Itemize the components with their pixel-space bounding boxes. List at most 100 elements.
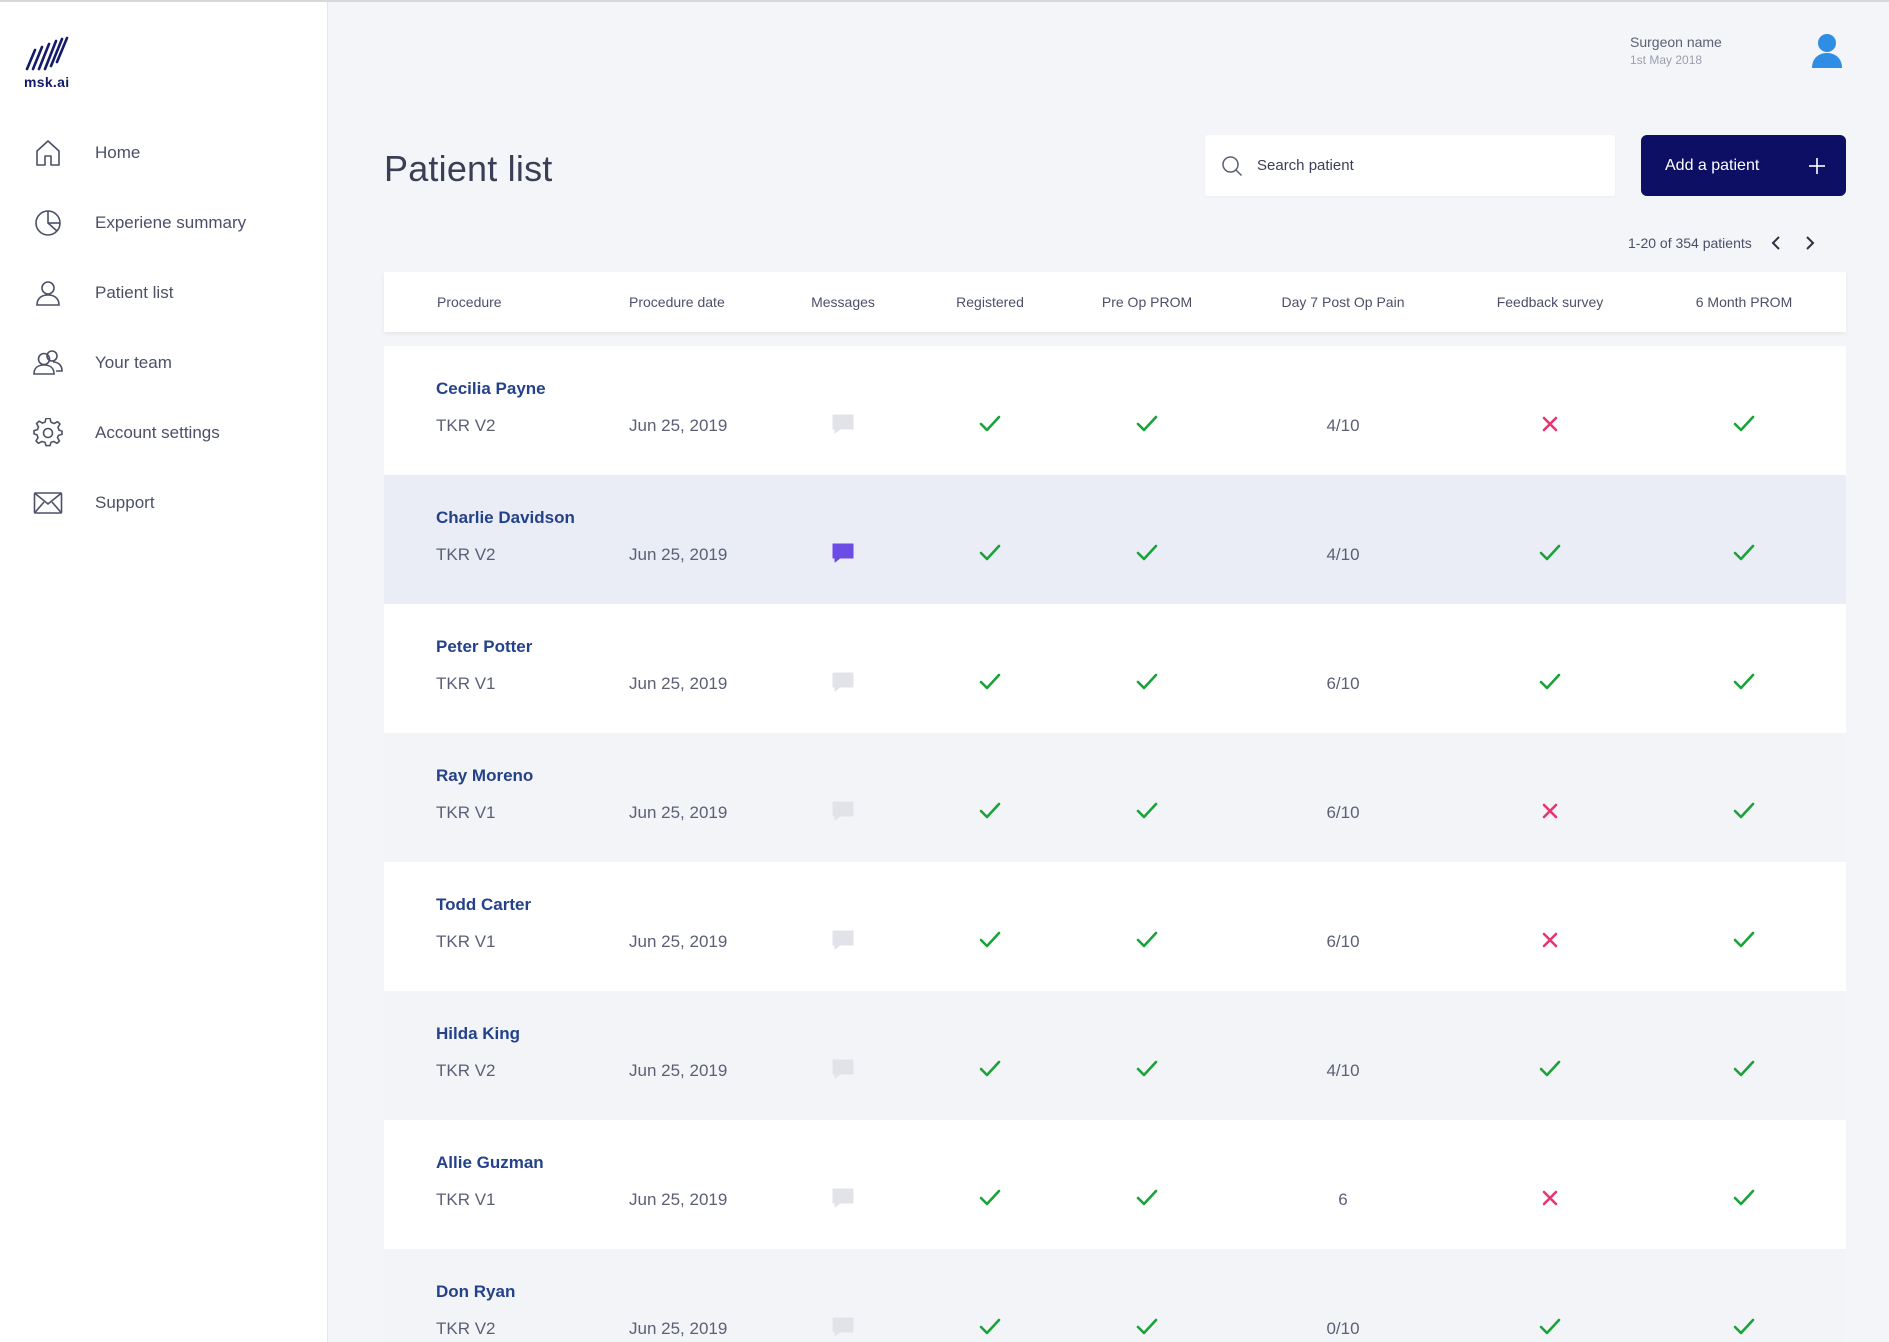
feedback-survey-cell bbox=[1539, 540, 1561, 570]
check-icon bbox=[1733, 1060, 1755, 1083]
day7-pain-cell: 6/10 bbox=[1326, 674, 1360, 693]
row-cells: TKR V1 Jun 25, 2019 6/10 bbox=[384, 927, 1846, 957]
table-row[interactable]: Peter Potter TKR V1 Jun 25, 2019 6/10 bbox=[384, 604, 1846, 733]
six-month-prom-cell bbox=[1733, 927, 1755, 957]
feedback-survey-cell bbox=[1539, 669, 1561, 699]
check-icon bbox=[1733, 802, 1755, 825]
messages-cell[interactable] bbox=[831, 927, 855, 957]
sidebar-item-label: Experiene summary bbox=[95, 213, 247, 232]
sidebar-item-home[interactable]: Home bbox=[0, 118, 328, 188]
row-cells: TKR V2 Jun 25, 2019 0/10 bbox=[384, 1314, 1846, 1342]
avatar-icon bbox=[1812, 34, 1842, 68]
column-header-registered[interactable]: Registered bbox=[956, 294, 1024, 310]
patient-name-link[interactable]: Hilda King bbox=[436, 1024, 521, 1043]
check-icon bbox=[1539, 1060, 1561, 1083]
sidebar-item-account-settings[interactable]: Account settings bbox=[0, 398, 328, 468]
registered-cell bbox=[979, 798, 1001, 828]
column-header-feedback-survey[interactable]: Feedback survey bbox=[1496, 294, 1604, 310]
feedback-survey-cell bbox=[1542, 411, 1558, 441]
check-icon bbox=[1539, 1318, 1561, 1341]
logo[interactable]: msk.ai bbox=[24, 36, 76, 90]
table-row[interactable]: Allie Guzman TKR V1 Jun 25, 2019 6 bbox=[384, 1120, 1846, 1249]
messages-cell[interactable] bbox=[831, 1056, 855, 1086]
procedure-date-cell: Jun 25, 2019 bbox=[629, 803, 728, 822]
message-active-icon bbox=[831, 542, 855, 569]
messages-cell[interactable] bbox=[831, 540, 855, 570]
procedure-cell: TKR V1 bbox=[436, 803, 496, 822]
pagination: 1-20 of 354 patients bbox=[1628, 233, 1820, 253]
six-month-prom-cell bbox=[1733, 669, 1755, 699]
sidebar-item-experience-summary[interactable]: Experiene summary bbox=[0, 188, 328, 258]
home-icon bbox=[32, 137, 64, 169]
check-icon bbox=[979, 1318, 1001, 1341]
table-row[interactable]: Todd Carter TKR V1 Jun 25, 2019 6/10 bbox=[384, 862, 1846, 991]
messages-cell[interactable] bbox=[831, 669, 855, 699]
patient-name-link[interactable]: Allie Guzman bbox=[436, 1153, 544, 1172]
procedure-date-cell: Jun 25, 2019 bbox=[629, 545, 728, 564]
check-icon bbox=[979, 802, 1001, 825]
procedure-date-cell: Jun 25, 2019 bbox=[629, 932, 728, 951]
check-icon bbox=[1136, 1189, 1158, 1212]
table-row[interactable]: Charlie Davidson TKR V2 Jun 25, 2019 4/1… bbox=[384, 475, 1846, 604]
messages-cell[interactable] bbox=[831, 1185, 855, 1215]
messages-cell[interactable] bbox=[831, 798, 855, 828]
check-icon bbox=[979, 415, 1001, 438]
column-header-6-month-prom[interactable]: 6 Month PROM bbox=[1695, 294, 1793, 310]
sidebar-item-label: Support bbox=[95, 493, 155, 512]
sidebar-item-patient-list[interactable]: Patient list bbox=[0, 258, 328, 328]
pre-op-prom-cell bbox=[1136, 669, 1158, 699]
day7-pain-cell: 4/10 bbox=[1326, 545, 1360, 564]
sidebar-item-support[interactable]: Support bbox=[0, 468, 328, 538]
column-header-messages[interactable]: Messages bbox=[811, 294, 875, 310]
procedure-date-cell: Jun 25, 2019 bbox=[629, 1190, 728, 1209]
message-icon bbox=[831, 1316, 855, 1342]
patient-table: Procedure Procedure date Messages Regist… bbox=[384, 272, 1846, 1342]
day7-pain-cell: 4/10 bbox=[1326, 416, 1360, 435]
message-icon bbox=[831, 671, 855, 698]
check-icon bbox=[1733, 673, 1755, 696]
user-info: Surgeon name 1st May 2018 bbox=[1630, 34, 1722, 67]
table-row[interactable]: Ray Moreno TKR V1 Jun 25, 2019 6/10 bbox=[384, 733, 1846, 862]
day7-pain-cell: 6/10 bbox=[1326, 803, 1360, 822]
team-icon bbox=[32, 347, 64, 379]
column-header-pre-op-prom[interactable]: Pre Op PROM bbox=[1101, 294, 1193, 310]
check-icon bbox=[1733, 1189, 1755, 1212]
next-page-button[interactable] bbox=[1800, 233, 1820, 253]
six-month-prom-cell bbox=[1733, 798, 1755, 828]
column-header-procedure-date[interactable]: Procedure date bbox=[629, 294, 725, 310]
patient-name-link[interactable]: Peter Potter bbox=[436, 637, 533, 656]
sidebar-item-label: Your team bbox=[95, 353, 172, 372]
search-input[interactable] bbox=[1257, 157, 1587, 174]
add-patient-label: Add a patient bbox=[1665, 156, 1760, 174]
patient-name-link[interactable]: Don Ryan bbox=[436, 1282, 516, 1301]
table-row[interactable]: Cecilia Payne TKR V2 Jun 25, 2019 4/10 bbox=[384, 346, 1846, 475]
sidebar-item-your-team[interactable]: Your team bbox=[0, 328, 328, 398]
check-icon bbox=[1136, 1318, 1158, 1341]
column-header-day7-pain[interactable]: Day 7 Post Op Pain bbox=[1281, 294, 1405, 310]
chevron-left-icon bbox=[1771, 236, 1780, 250]
row-cells: TKR V2 Jun 25, 2019 4/10 bbox=[384, 411, 1846, 441]
messages-cell[interactable] bbox=[831, 1314, 855, 1342]
patient-name-link[interactable]: Cecilia Payne bbox=[436, 379, 546, 398]
patient-name-link[interactable]: Ray Moreno bbox=[436, 766, 534, 785]
table-row[interactable]: Don Ryan TKR V2 Jun 25, 2019 0/10 bbox=[384, 1249, 1846, 1342]
avatar[interactable] bbox=[1810, 32, 1844, 70]
registered-cell bbox=[979, 540, 1001, 570]
table-body: Cecilia Payne TKR V2 Jun 25, 2019 4/10 C… bbox=[384, 346, 1846, 1342]
procedure-cell: TKR V2 bbox=[436, 1061, 496, 1080]
column-header-procedure[interactable]: Procedure bbox=[437, 294, 502, 310]
add-patient-button[interactable]: Add a patient bbox=[1641, 135, 1846, 196]
cross-icon bbox=[1542, 1190, 1558, 1211]
messages-cell[interactable] bbox=[831, 411, 855, 441]
user-name: Surgeon name bbox=[1630, 34, 1722, 50]
message-icon bbox=[831, 800, 855, 827]
user-icon bbox=[32, 277, 64, 309]
patient-name-link[interactable]: Todd Carter bbox=[436, 895, 532, 914]
table-row[interactable]: Hilda King TKR V2 Jun 25, 2019 4/10 bbox=[384, 991, 1846, 1120]
message-icon bbox=[831, 1058, 855, 1085]
patient-name-link[interactable]: Charlie Davidson bbox=[436, 508, 575, 527]
prev-page-button[interactable] bbox=[1766, 233, 1786, 253]
row-cells: TKR V1 Jun 25, 2019 6/10 bbox=[384, 669, 1846, 699]
check-icon bbox=[1539, 673, 1561, 696]
check-icon bbox=[1136, 802, 1158, 825]
